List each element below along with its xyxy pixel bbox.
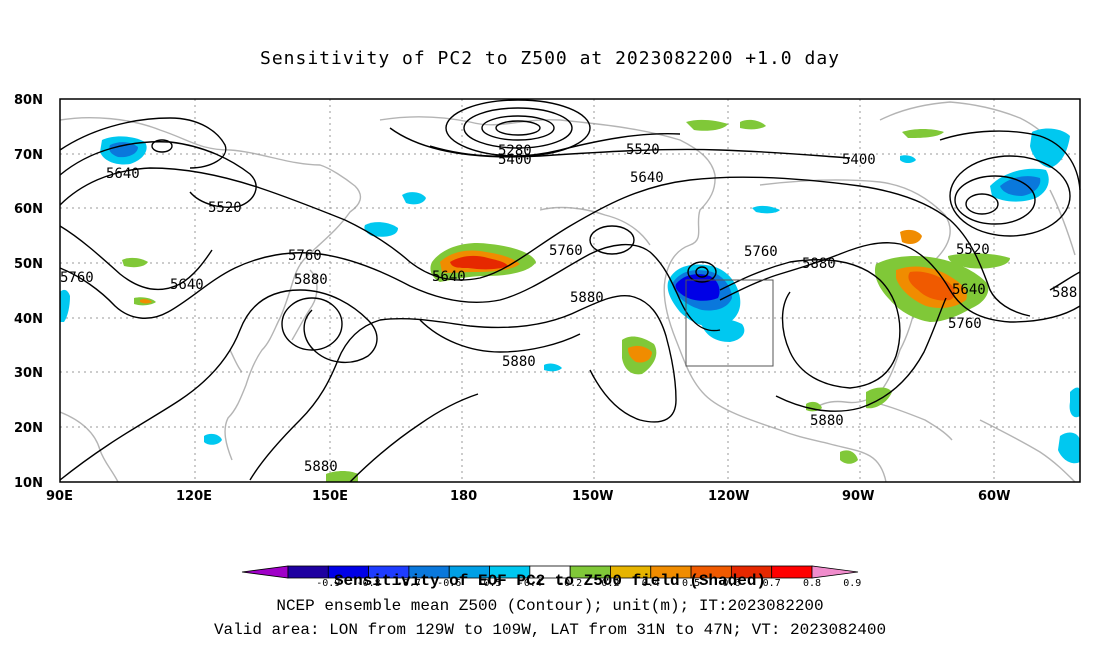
map-title: Sensitivity of PC2 to Z500 at 2023082200… [259, 48, 840, 69]
lon-axis: 90E 120E 150E 180 150W 120W 90W 60W [46, 489, 1010, 504]
contour-label: 5640 [952, 282, 986, 298]
footer-line-1: NCEP ensemble mean Z500 (Contour); unit(… [276, 597, 824, 615]
contour-label: 5400 [842, 152, 876, 168]
contour-label: 5880 [502, 354, 536, 370]
colorbar-tick-label: 0.4 [642, 578, 660, 589]
contour-label: 5400 [498, 152, 532, 168]
lon-label: 150W [572, 489, 613, 504]
colorbar-swatch [811, 565, 859, 579]
colorbar-tick-label: 0.9 [843, 578, 861, 589]
colorbar-tick-label: 0.2 [601, 578, 619, 589]
colorbar-tick-label: -0.7 [397, 578, 421, 589]
contour-label: 5880 [304, 459, 338, 475]
contour-label: 5880 [570, 290, 604, 306]
contour-labels: 5280 5400 5520 5400 5640 5520 5640 5640 … [60, 142, 1077, 475]
colorbar-tick-label: -0.8 [357, 578, 381, 589]
contour-label: 588 [1052, 285, 1077, 301]
colorbar-tick-label: 0.6 [722, 578, 740, 589]
colorbar-tick-label: -0.9 [316, 578, 340, 589]
plot-frame [59, 98, 1081, 483]
lon-label: 180 [450, 489, 477, 504]
colorbar-tick-label: 0.5 [682, 578, 700, 589]
lat-label: 80N [14, 93, 43, 108]
contour-label: 5760 [948, 316, 982, 332]
lon-label: 90E [46, 489, 73, 504]
lat-label: 30N [14, 366, 43, 381]
lon-label: 120E [176, 489, 212, 504]
contour-label: 5760 [288, 248, 322, 264]
contour-label: 5640 [170, 277, 204, 293]
lat-label: 50N [14, 257, 43, 272]
colorbar-tick-label: -0.4 [518, 578, 542, 589]
colorbar-tick-label: -0.2 [558, 578, 582, 589]
contour-label: 5880 [802, 256, 836, 272]
contour-label: 5880 [294, 272, 328, 288]
lat-label: 20N [14, 421, 43, 436]
contour-label: 5760 [60, 270, 94, 286]
lon-label: 90W [842, 489, 874, 504]
contour-label: 5520 [208, 200, 242, 216]
lat-label: 10N [14, 476, 43, 491]
lon-label: 150E [312, 489, 348, 504]
colorbar-tick-label: -0.5 [477, 578, 501, 589]
z500-contours [59, 99, 1081, 483]
graticule [60, 99, 1080, 482]
contour-label: 5640 [630, 170, 664, 186]
colorbar-tick-label: 0.8 [803, 578, 821, 589]
colorbar-tick-label: 0.7 [763, 578, 781, 589]
colorbar-title: Sensitivity of EOF PC2 to Z500 field (Sh… [333, 572, 767, 590]
footer-line-2: Valid area: LON from 129W to 109W, LAT f… [213, 621, 887, 639]
lat-label: 70N [14, 148, 43, 163]
lon-label: 60W [978, 489, 1010, 504]
lat-label: 40N [14, 312, 43, 327]
colorbar: -0.9 -0.8 -0.7 -0.6 -0.5 -0.4 -0.2 0.2 0.4 0.5 0.6… [241, 565, 861, 589]
lat-axis: 80N 70N 60N 50N 40N 30N 20N 10N [14, 93, 43, 491]
contour-label: 5640 [106, 166, 140, 182]
contour-label: 5760 [744, 244, 778, 260]
sensitivity-shading [60, 119, 1080, 482]
lat-label: 60N [14, 202, 43, 217]
colorbar-tick-label: -0.6 [437, 578, 461, 589]
contour-label: 5760 [549, 243, 583, 259]
contour-label: 5520 [626, 142, 660, 158]
contour-label: 5280 [498, 143, 532, 159]
valid-area-box [685, 279, 774, 367]
contour-label: 5640 [432, 269, 466, 285]
contour-label: 5880 [810, 413, 844, 429]
contour-label: 5520 [956, 242, 990, 258]
lon-label: 120W [708, 489, 749, 504]
